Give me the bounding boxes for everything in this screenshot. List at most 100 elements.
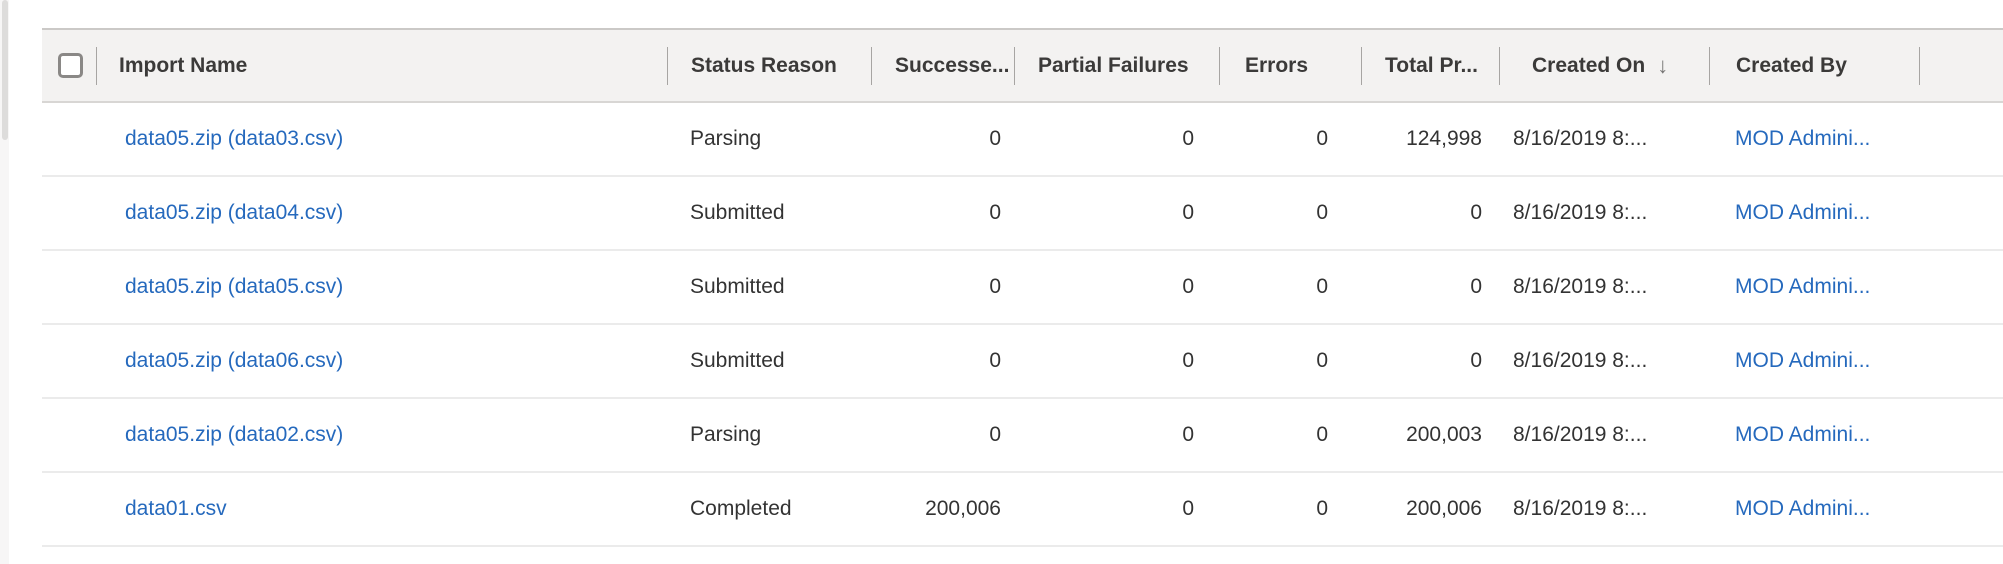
- grid-header-row: Import Name Status Reason Successe... Pa…: [42, 28, 2003, 103]
- import-name-link[interactable]: data05.zip (data06.csv): [125, 349, 344, 372]
- table-row[interactable]: data05.zip (data06.csv) Submitted 0 0 0 …: [42, 325, 2003, 399]
- partial-failures-cell: 0: [1182, 349, 1194, 372]
- column-header-created-by[interactable]: Created By: [1710, 30, 1920, 101]
- column-header-label: Partial Failures: [1038, 53, 1189, 77]
- row-select-cell: [42, 399, 97, 471]
- created-on-cell: 8/16/2019 8:...: [1513, 497, 1648, 520]
- successes-cell: 0: [989, 349, 1001, 372]
- row-filler-cell: [1920, 177, 2003, 249]
- row-select-cell: [42, 251, 97, 323]
- total-processed-cell: 200,003: [1406, 423, 1482, 446]
- total-processed-cell: 200,006: [1406, 497, 1482, 520]
- column-header-label: Created By: [1736, 53, 1847, 77]
- status-reason-cell: Submitted: [690, 349, 785, 372]
- created-by-link[interactable]: MOD Admini...: [1735, 349, 1871, 372]
- row-filler-cell: [1920, 325, 2003, 397]
- row-filler-cell: [1920, 473, 2003, 545]
- sort-descending-icon: ↓: [1657, 52, 1669, 78]
- status-reason-cell: Submitted: [690, 201, 785, 224]
- partial-failures-cell: 0: [1182, 423, 1194, 446]
- total-processed-cell: 0: [1470, 275, 1482, 298]
- column-resize-handle[interactable]: [1014, 46, 1015, 85]
- created-on-cell: 8/16/2019 8:...: [1513, 127, 1648, 150]
- vertical-scrollbar-track[interactable]: [0, 0, 9, 564]
- column-header-label: Total Pr...: [1385, 53, 1478, 77]
- table-row[interactable]: data05.zip (data04.csv) Submitted 0 0 0 …: [42, 177, 2003, 251]
- import-name-link[interactable]: data05.zip (data05.csv): [125, 275, 344, 298]
- column-header-created-on[interactable]: Created On ↓: [1500, 30, 1710, 101]
- total-processed-cell: 0: [1470, 349, 1482, 372]
- errors-cell: 0: [1316, 201, 1328, 224]
- column-resize-handle[interactable]: [667, 46, 668, 85]
- column-header-label: Created On: [1532, 53, 1646, 77]
- created-by-link[interactable]: MOD Admini...: [1735, 275, 1871, 298]
- partial-failures-cell: 0: [1182, 275, 1194, 298]
- successes-cell: 0: [989, 423, 1001, 446]
- import-name-link[interactable]: data05.zip (data04.csv): [125, 201, 344, 224]
- status-reason-cell: Completed: [690, 497, 792, 520]
- column-header-label: Status Reason: [691, 53, 837, 77]
- column-resize-handle[interactable]: [1361, 46, 1362, 85]
- errors-cell: 0: [1316, 275, 1328, 298]
- partial-failures-cell: 0: [1182, 201, 1194, 224]
- errors-cell: 0: [1316, 127, 1328, 150]
- column-header-successes[interactable]: Successe...: [872, 30, 1015, 101]
- table-row[interactable]: data05.zip (data03.csv) Parsing 0 0 0 12…: [42, 103, 2003, 177]
- column-header-label: Import Name: [119, 53, 248, 77]
- column-header-import-name[interactable]: Import Name: [97, 30, 668, 101]
- column-header-status-reason[interactable]: Status Reason: [668, 30, 872, 101]
- column-header-label: Successe...: [895, 53, 1010, 77]
- created-by-link[interactable]: MOD Admini...: [1735, 497, 1871, 520]
- partial-failures-cell: 0: [1182, 497, 1194, 520]
- created-by-link[interactable]: MOD Admini...: [1735, 423, 1871, 446]
- successes-cell: 0: [989, 127, 1001, 150]
- import-name-link[interactable]: data05.zip (data03.csv): [125, 127, 344, 150]
- total-processed-cell: 124,998: [1406, 127, 1482, 150]
- created-on-cell: 8/16/2019 8:...: [1513, 349, 1648, 372]
- successes-cell: 200,006: [925, 497, 1001, 520]
- column-header-total-processed[interactable]: Total Pr...: [1362, 30, 1500, 101]
- row-select-cell: [42, 325, 97, 397]
- row-select-cell: [42, 177, 97, 249]
- partial-failures-cell: 0: [1182, 127, 1194, 150]
- status-reason-cell: Parsing: [690, 127, 762, 150]
- row-filler-cell: [1920, 251, 2003, 323]
- column-resize-handle[interactable]: [1709, 46, 1710, 85]
- status-reason-cell: Parsing: [690, 423, 762, 446]
- errors-cell: 0: [1316, 349, 1328, 372]
- row-select-cell: [42, 103, 97, 175]
- column-resize-handle[interactable]: [1219, 46, 1220, 85]
- column-resize-handle[interactable]: [871, 46, 872, 85]
- column-resize-handle[interactable]: [1919, 46, 1920, 85]
- total-processed-cell: 0: [1470, 201, 1482, 224]
- created-by-link[interactable]: MOD Admini...: [1735, 201, 1871, 224]
- created-by-link[interactable]: MOD Admini...: [1735, 127, 1871, 150]
- table-row[interactable]: data05.zip (data02.csv) Parsing 0 0 0 20…: [42, 399, 2003, 473]
- select-all-header-cell: [42, 30, 97, 101]
- column-resize-handle[interactable]: [1499, 46, 1500, 85]
- created-on-cell: 8/16/2019 8:...: [1513, 275, 1648, 298]
- successes-cell: 0: [989, 275, 1001, 298]
- errors-cell: 0: [1316, 497, 1328, 520]
- vertical-scrollbar-thumb[interactable]: [2, 0, 8, 140]
- table-row[interactable]: data01.csv Completed 200,006 0 0 200,006…: [42, 473, 2003, 547]
- column-header-partial-failures[interactable]: Partial Failures: [1015, 30, 1220, 101]
- data-grid: Import Name Status Reason Successe... Pa…: [42, 28, 2003, 547]
- column-header-errors[interactable]: Errors: [1220, 30, 1362, 101]
- import-name-link[interactable]: data01.csv: [125, 497, 227, 520]
- created-on-cell: 8/16/2019 8:...: [1513, 423, 1648, 446]
- select-all-checkbox[interactable]: [58, 53, 83, 78]
- table-row[interactable]: data05.zip (data05.csv) Submitted 0 0 0 …: [42, 251, 2003, 325]
- successes-cell: 0: [989, 201, 1001, 224]
- row-filler-cell: [1920, 103, 2003, 175]
- row-filler-cell: [1920, 399, 2003, 471]
- row-select-cell: [42, 473, 97, 545]
- column-header-label: Errors: [1245, 53, 1309, 77]
- status-reason-cell: Submitted: [690, 275, 785, 298]
- header-filler-cell: [1920, 30, 2003, 101]
- import-name-link[interactable]: data05.zip (data02.csv): [125, 423, 344, 446]
- column-resize-handle[interactable]: [96, 46, 97, 85]
- created-on-cell: 8/16/2019 8:...: [1513, 201, 1648, 224]
- errors-cell: 0: [1316, 423, 1328, 446]
